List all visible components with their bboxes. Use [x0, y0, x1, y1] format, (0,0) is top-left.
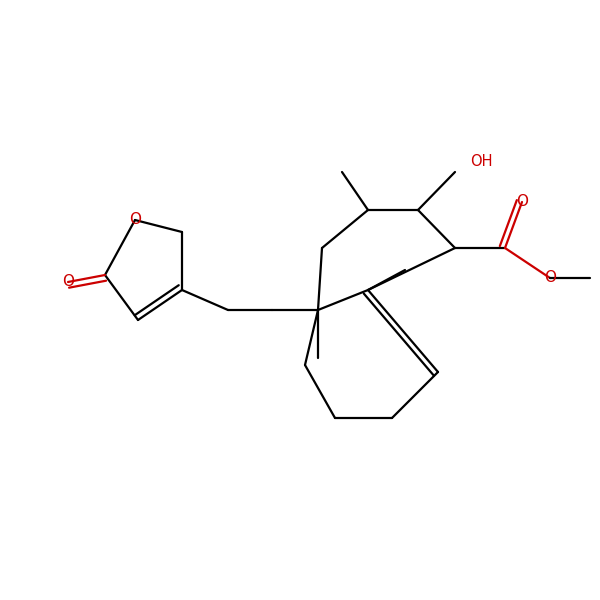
- Text: O: O: [129, 212, 141, 227]
- Text: O: O: [544, 271, 556, 286]
- Text: O: O: [516, 194, 528, 209]
- Text: O: O: [62, 275, 74, 289]
- Text: OH: OH: [470, 154, 493, 169]
